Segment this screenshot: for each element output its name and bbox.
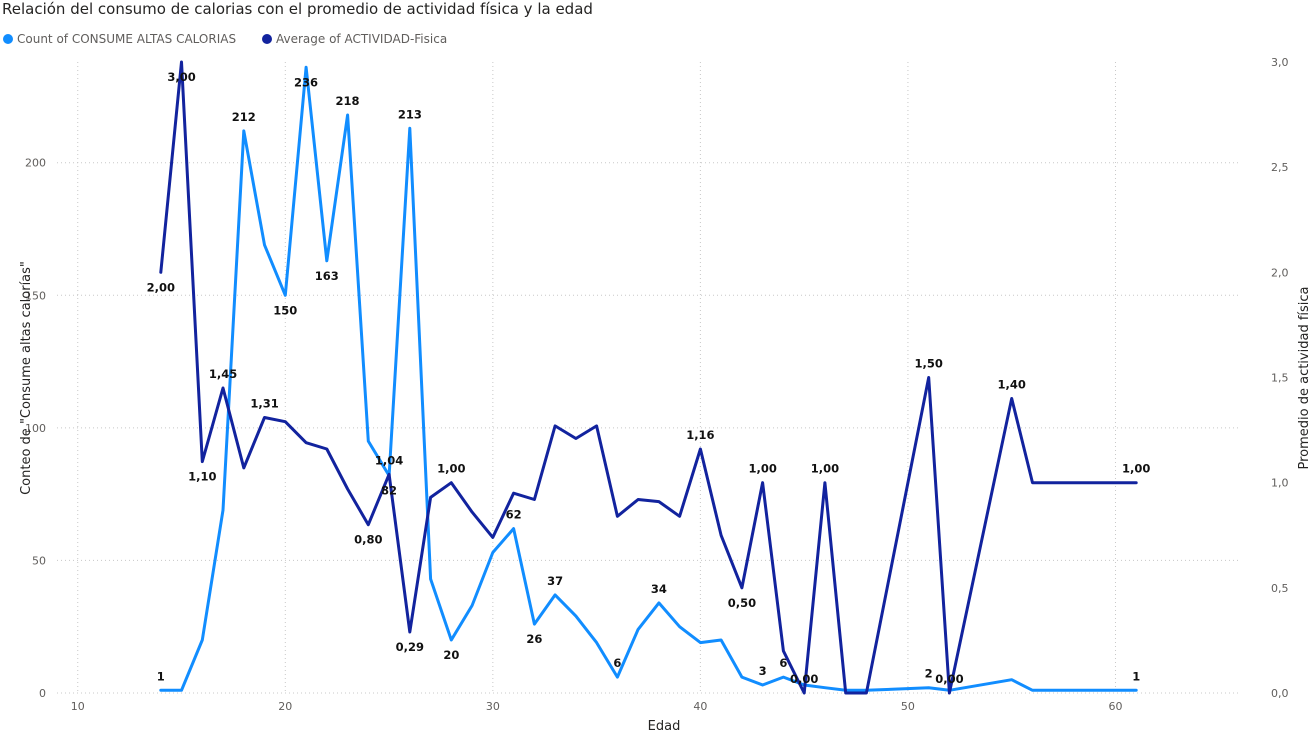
data-label-count: 1 bbox=[1132, 669, 1140, 683]
data-label-count: 1 bbox=[157, 669, 165, 683]
x-tick-label: 60 bbox=[1108, 700, 1122, 713]
x-axis-ticks: 10 20 30 40 50 60 bbox=[71, 700, 1123, 713]
x-tick-label: 20 bbox=[278, 700, 292, 713]
data-label-count: 2 bbox=[925, 667, 933, 681]
data-label-average: 2,00 bbox=[147, 280, 175, 294]
data-label-average: 0,50 bbox=[728, 596, 756, 610]
data-label-average: 1,45 bbox=[209, 367, 237, 381]
y-right-tick-label: 0,5 bbox=[1271, 582, 1289, 595]
data-label-average: 1,00 bbox=[748, 462, 776, 476]
legend-item-average[interactable]: Average of ACTIVIDAD-Fisica bbox=[262, 32, 447, 46]
x-tick-label: 50 bbox=[901, 700, 915, 713]
series-line-count[interactable] bbox=[159, 65, 1138, 692]
legend-marker-count bbox=[3, 34, 13, 44]
y-left-axis-ticks: 0 50 100 150 200 bbox=[25, 157, 46, 700]
x-tick-label: 30 bbox=[486, 700, 500, 713]
data-label-count: 212 bbox=[232, 110, 256, 124]
data-label-average: 1,10 bbox=[188, 470, 216, 484]
y-right-tick-label: 2,0 bbox=[1271, 266, 1289, 279]
y-right-tick-label: 1,0 bbox=[1271, 477, 1289, 490]
legend-marker-average bbox=[262, 34, 272, 44]
x-axis-title: Edad bbox=[648, 719, 681, 734]
legend-label-average: Average of ACTIVIDAD-Fisica bbox=[276, 32, 447, 46]
legend: Count of CONSUME ALTAS CALORIAS Average … bbox=[3, 32, 447, 46]
data-label-count: 20 bbox=[443, 648, 459, 662]
data-label-average: 3,00 bbox=[167, 70, 195, 84]
y-left-tick-label: 100 bbox=[25, 422, 46, 435]
data-label-average: 1,40 bbox=[998, 378, 1026, 392]
x-tick-label: 40 bbox=[693, 700, 707, 713]
y-right-tick-label: 3,0 bbox=[1271, 56, 1289, 69]
y-right-tick-label: 2,5 bbox=[1271, 161, 1289, 174]
data-label-count: 62 bbox=[506, 508, 522, 522]
data-label-count: 82 bbox=[381, 484, 397, 498]
y-left-tick-label: 150 bbox=[25, 289, 46, 302]
data-label-average: 1,00 bbox=[1122, 462, 1150, 476]
data-label-count: 3 bbox=[759, 664, 767, 678]
data-label-count: 150 bbox=[273, 303, 297, 317]
data-label-count: 34 bbox=[651, 582, 667, 596]
data-label-count: 26 bbox=[526, 632, 542, 646]
data-label-average: 1,04 bbox=[375, 453, 403, 467]
y-left-axis-title: Conteo de "Consume altas calorías" bbox=[19, 261, 34, 495]
chart-title: Relación del consumo de calorias con el … bbox=[2, 0, 593, 18]
data-label-average: 1,00 bbox=[811, 462, 839, 476]
legend-label-count: Count of CONSUME ALTAS CALORIAS bbox=[17, 32, 236, 46]
y-right-tick-label: 0,0 bbox=[1271, 687, 1289, 700]
x-tick-label: 10 bbox=[71, 700, 85, 713]
data-label-average: 1,31 bbox=[250, 396, 278, 410]
data-label-average: 0,29 bbox=[396, 640, 424, 654]
data-label-average: 0,00 bbox=[935, 672, 963, 686]
series-line-average[interactable] bbox=[159, 60, 1138, 695]
y-right-tick-label: 1,5 bbox=[1271, 372, 1289, 385]
legend-item-count[interactable]: Count of CONSUME ALTAS CALORIAS bbox=[3, 32, 236, 46]
y-left-tick-label: 200 bbox=[25, 157, 46, 170]
data-label-average: 1,00 bbox=[437, 462, 465, 476]
series-lines bbox=[159, 60, 1138, 695]
y-right-axis-ticks: 0,0 0,5 1,0 1,5 2,0 2,5 3,0 bbox=[1271, 56, 1289, 700]
data-label-average: 1,16 bbox=[686, 428, 714, 442]
y-left-tick-label: 0 bbox=[39, 687, 46, 700]
data-label-count: 213 bbox=[398, 107, 422, 121]
data-label-count: 218 bbox=[336, 94, 360, 108]
data-label-average: 0,00 bbox=[790, 672, 818, 686]
y-right-axis-title: Promedio de actividad física bbox=[1297, 286, 1312, 469]
data-label-count: 6 bbox=[613, 656, 621, 670]
y-left-tick-label: 50 bbox=[32, 554, 46, 567]
data-label-count: 163 bbox=[315, 269, 339, 283]
data-label-count: 37 bbox=[547, 574, 563, 588]
data-label-average: 1,50 bbox=[914, 357, 942, 371]
data-label-average: 0,80 bbox=[354, 533, 382, 547]
data-label-count: 6 bbox=[779, 656, 787, 670]
data-label-count: 236 bbox=[294, 75, 318, 89]
